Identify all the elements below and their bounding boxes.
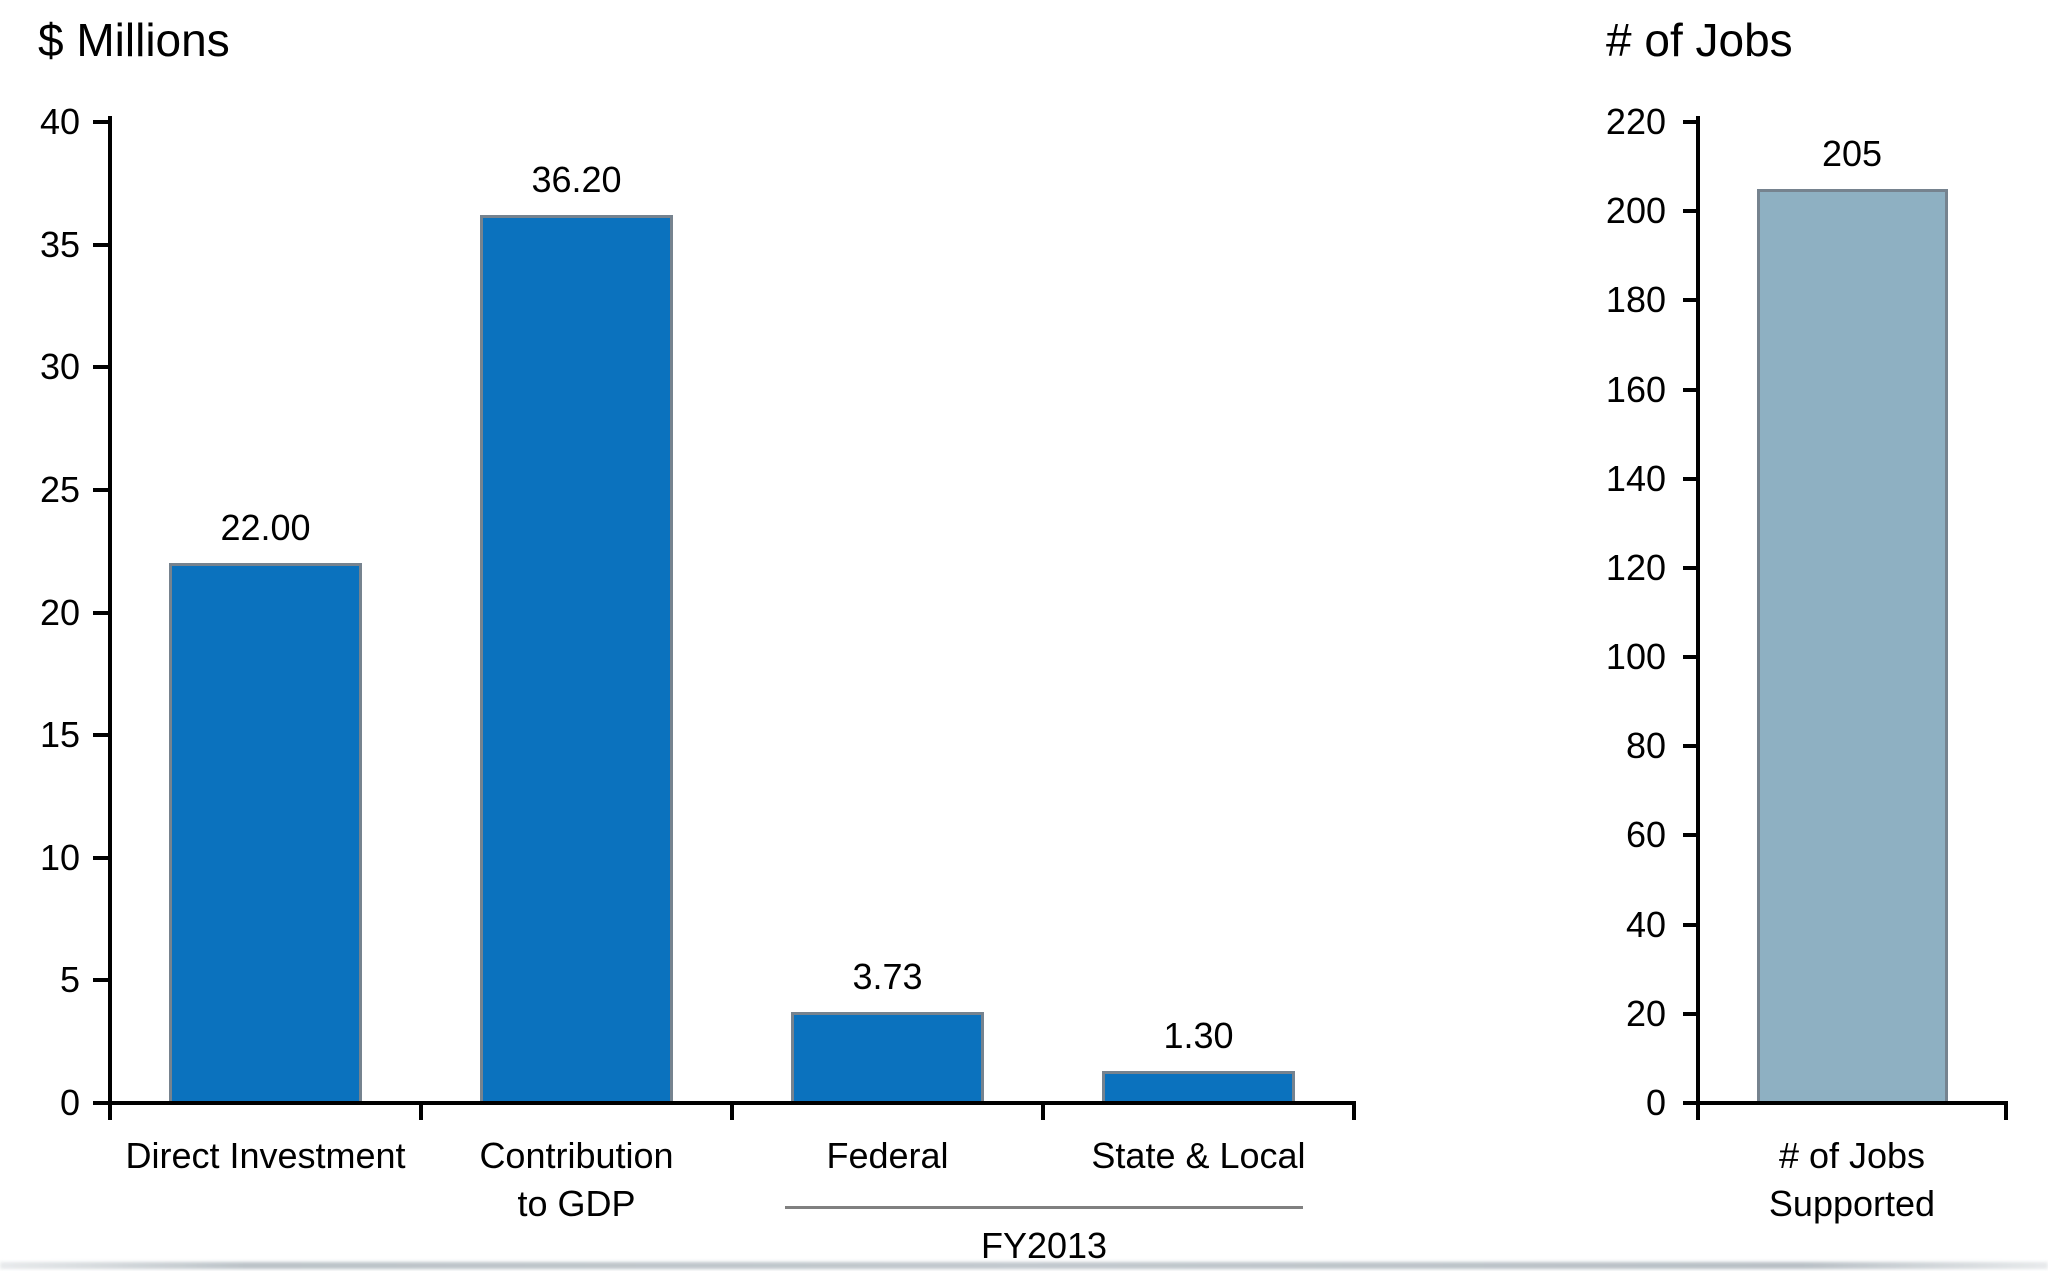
y-tick-label: 200 bbox=[1605, 190, 1666, 232]
bar-value-label: 205 bbox=[1821, 132, 1883, 174]
y-tick-mark bbox=[1683, 833, 1696, 838]
bar bbox=[480, 215, 673, 1103]
y-tick-label: 25 bbox=[39, 468, 80, 510]
bar-value-label: 1.30 bbox=[1163, 1015, 1234, 1057]
category-label: # of Jobs Supported bbox=[1768, 1135, 1936, 1224]
bar bbox=[169, 563, 362, 1103]
x-tick-mark bbox=[730, 1103, 734, 1120]
y-tick-mark bbox=[1683, 922, 1696, 927]
y-tick-mark bbox=[1683, 1101, 1696, 1105]
x-tick-mark bbox=[2004, 1103, 2008, 1120]
y-tick-mark bbox=[1683, 565, 1696, 570]
y-tick-mark bbox=[93, 855, 108, 860]
y-tick-label: 100 bbox=[1605, 636, 1666, 678]
bar-value-label: 22.00 bbox=[220, 507, 311, 549]
left-chart-title: $ Millions bbox=[38, 14, 230, 66]
y-axis-line bbox=[1696, 116, 1700, 1103]
y-tick-label: 5 bbox=[59, 959, 80, 1001]
y-tick-mark bbox=[1683, 476, 1696, 481]
group-annotation-line bbox=[785, 1206, 1303, 1209]
y-tick-label: 20 bbox=[39, 591, 80, 633]
bar-value-label: 3.73 bbox=[852, 955, 923, 997]
y-tick-mark bbox=[1683, 744, 1696, 749]
y-tick-mark bbox=[93, 733, 108, 738]
category-label: Direct Investment bbox=[125, 1135, 406, 1176]
y-tick-label: 10 bbox=[39, 836, 80, 878]
category-label: Federal bbox=[826, 1135, 949, 1176]
y-tick-mark bbox=[93, 978, 108, 983]
y-tick-label: 40 bbox=[1625, 903, 1666, 945]
y-tick-label: 220 bbox=[1605, 101, 1666, 142]
y-tick-label: 35 bbox=[39, 223, 80, 265]
y-tick-mark bbox=[1683, 298, 1696, 303]
y-tick-mark bbox=[1683, 1011, 1696, 1016]
right-chart-title: # of Jobs bbox=[1606, 14, 1793, 66]
y-tick-label: 160 bbox=[1605, 368, 1666, 410]
y-tick-mark bbox=[93, 120, 108, 124]
y-tick-mark bbox=[93, 487, 108, 492]
category-label: Contribution to GDP bbox=[479, 1135, 674, 1224]
y-tick-label: 140 bbox=[1605, 457, 1666, 499]
bar-value-label: 36.20 bbox=[531, 159, 622, 201]
y-tick-mark bbox=[93, 242, 108, 247]
y-tick-label: 0 bbox=[59, 1082, 80, 1123]
x-axis-line bbox=[1696, 1101, 2008, 1105]
y-tick-mark bbox=[1683, 120, 1696, 124]
y-tick-label: 15 bbox=[39, 714, 80, 756]
y-tick-label: 80 bbox=[1625, 725, 1666, 767]
y-tick-label: 0 bbox=[1645, 1082, 1666, 1123]
x-tick-mark bbox=[1352, 1103, 1356, 1120]
x-tick-mark bbox=[1696, 1103, 1700, 1120]
y-tick-label: 180 bbox=[1605, 279, 1666, 321]
y-axis-line bbox=[108, 116, 112, 1103]
x-tick-mark bbox=[419, 1103, 423, 1120]
y-tick-label: 20 bbox=[1625, 992, 1666, 1034]
bar bbox=[791, 1011, 984, 1103]
y-tick-label: 40 bbox=[39, 101, 80, 142]
y-tick-label: 60 bbox=[1625, 814, 1666, 856]
y-tick-mark bbox=[1683, 209, 1696, 214]
y-tick-mark bbox=[93, 365, 108, 370]
category-label: State & Local bbox=[1091, 1135, 1306, 1176]
y-tick-label: 120 bbox=[1605, 546, 1666, 588]
x-tick-mark bbox=[1041, 1103, 1045, 1120]
y-tick-label: 30 bbox=[39, 346, 80, 388]
group-annotation-label: FY2013 bbox=[980, 1225, 1108, 1266]
y-tick-mark bbox=[1683, 655, 1696, 660]
y-tick-mark bbox=[1683, 387, 1696, 392]
page-bottom-edge bbox=[0, 1262, 2048, 1269]
y-tick-mark bbox=[93, 610, 108, 615]
bar bbox=[1102, 1071, 1295, 1103]
x-tick-mark bbox=[108, 1103, 112, 1120]
bar bbox=[1756, 188, 1948, 1103]
y-tick-mark bbox=[93, 1101, 108, 1105]
